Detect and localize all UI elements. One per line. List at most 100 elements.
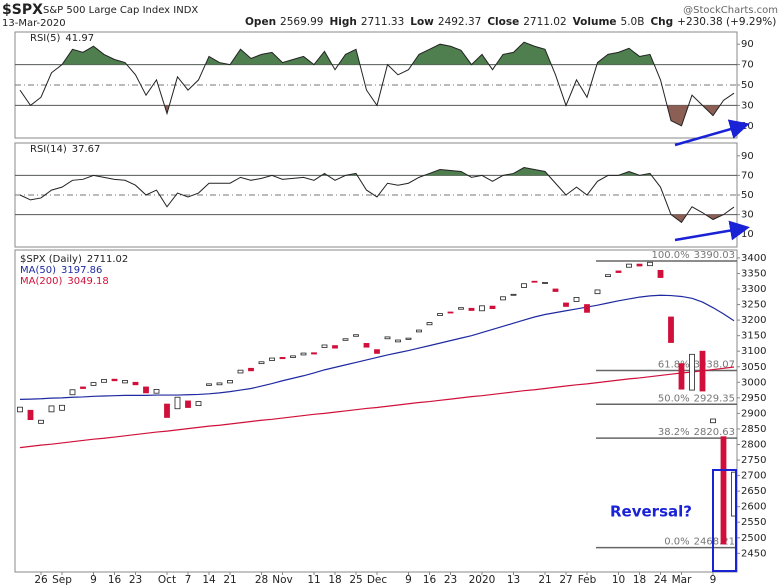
fib-value: 3390.03 xyxy=(694,250,735,261)
legend: MA(50) 3197.86 xyxy=(20,265,102,276)
y-tick-label: 10 xyxy=(741,229,754,240)
fib-label: 100.0% 3390.03 xyxy=(652,250,736,261)
candle xyxy=(185,400,191,408)
y-tick-label: 2500 xyxy=(741,533,766,544)
x-tick-label: 23 xyxy=(444,574,457,586)
x-tick-label: 21 xyxy=(223,574,236,586)
fib-value: 2929.35 xyxy=(694,393,735,404)
y-tick-label: 90 xyxy=(741,39,754,50)
candle xyxy=(521,283,527,288)
moving-average xyxy=(19,366,735,449)
candle xyxy=(500,296,506,301)
x-tick-label: 26 xyxy=(34,574,48,586)
symbol: $SPX xyxy=(2,2,43,18)
stat-value: 2569.99 xyxy=(280,16,323,28)
stat-label: Open xyxy=(245,16,276,28)
y-tick-label: 2550 xyxy=(741,517,766,528)
x-tick-label: 14 xyxy=(202,574,216,586)
fib-label: 38.2% 2820.63 xyxy=(658,427,735,438)
x-tick-label: 11 xyxy=(307,574,320,586)
candle xyxy=(447,311,454,314)
fib-percent: 100.0% xyxy=(652,250,690,261)
y-tick-label: 2450 xyxy=(741,548,766,559)
trend-arrow xyxy=(674,119,750,147)
stats: Open 2569.99 High 2711.33 Low 2492.37 Close 271… xyxy=(245,16,776,28)
y-tick-label: 2950 xyxy=(741,393,766,404)
fib-label: 50.0% 2929.35 xyxy=(658,393,735,404)
candle xyxy=(101,379,107,383)
stat-value: +230.38 (+9.29%) xyxy=(677,16,776,28)
candle xyxy=(573,297,580,302)
y-tick-label: 2600 xyxy=(741,502,766,513)
y-tick-label: 30 xyxy=(741,210,754,221)
fib-value: 2820.63 xyxy=(694,427,735,438)
stat-label: Chg xyxy=(650,16,673,28)
x-tick-label: 23 xyxy=(129,574,142,586)
legend: RSI(5) 41.97 xyxy=(30,33,94,44)
candle xyxy=(363,343,370,348)
candle xyxy=(552,288,559,292)
y-tick-label: 3150 xyxy=(741,331,766,342)
y-tick-label: 70 xyxy=(741,170,754,181)
x-tick-label: 27 xyxy=(559,574,572,586)
candle xyxy=(290,355,296,358)
candle xyxy=(153,389,160,394)
candle xyxy=(258,361,265,365)
fib-percent: 38.2% xyxy=(658,427,690,438)
candle xyxy=(489,305,496,309)
candle xyxy=(216,382,223,386)
candle xyxy=(195,401,202,407)
y-tick-label: 2700 xyxy=(741,471,766,482)
x-tick-label: 25 xyxy=(349,574,362,586)
candle xyxy=(699,350,706,392)
moving-average xyxy=(19,294,735,401)
candle xyxy=(405,337,412,340)
candle xyxy=(584,304,590,313)
fib-percent: 50.0% xyxy=(658,393,690,404)
y-tick-label: 50 xyxy=(741,190,754,201)
candle xyxy=(426,322,433,326)
x-tick-label: Feb xyxy=(578,574,597,586)
candle xyxy=(69,389,76,396)
candle xyxy=(416,329,422,333)
legend: RSI(14) 37.67 xyxy=(30,144,100,155)
candle xyxy=(332,345,338,349)
x-tick-label: 18 xyxy=(633,574,646,586)
candle xyxy=(300,352,307,356)
stat-value: 2492.37 xyxy=(438,16,481,28)
y-tick-label: 70 xyxy=(741,60,754,71)
candle xyxy=(374,349,380,354)
candle xyxy=(479,305,485,312)
candle xyxy=(594,289,601,295)
candle xyxy=(395,339,401,343)
legend: MA(200) 3049.18 xyxy=(20,276,109,287)
legend-value: 2711.02 xyxy=(87,254,128,265)
y-tick-label: 2650 xyxy=(741,486,766,497)
candle xyxy=(689,353,695,391)
candle xyxy=(710,418,716,424)
stat-value: 2711.33 xyxy=(361,16,404,28)
stat-label: Volume xyxy=(573,16,617,28)
x-tick-label: 18 xyxy=(328,574,341,586)
y-tick-label: 30 xyxy=(741,100,754,111)
fib-label: 0.0% 2468.21 xyxy=(664,537,735,548)
legend-value: 41.97 xyxy=(65,33,94,44)
legend: $SPX (Daily) 2711.02 xyxy=(20,254,128,265)
candle xyxy=(248,367,254,372)
x-tick-label: 9 xyxy=(405,574,412,586)
trend-arrow xyxy=(674,220,750,242)
fib-percent: 61.8% xyxy=(658,359,690,370)
x-tick-label: 7 xyxy=(185,574,192,586)
candle xyxy=(468,307,475,311)
candle xyxy=(269,357,275,361)
y-tick-label: 90 xyxy=(741,151,754,162)
candle xyxy=(174,396,181,410)
x-tick-label: 9 xyxy=(710,574,717,586)
overbought-fill xyxy=(20,42,734,65)
candle xyxy=(143,386,149,394)
candle xyxy=(111,378,118,382)
x-tick-label: Oct xyxy=(158,574,176,586)
panel-frame xyxy=(14,249,738,573)
legend-value: 3049.18 xyxy=(67,276,108,287)
candle xyxy=(80,386,86,389)
